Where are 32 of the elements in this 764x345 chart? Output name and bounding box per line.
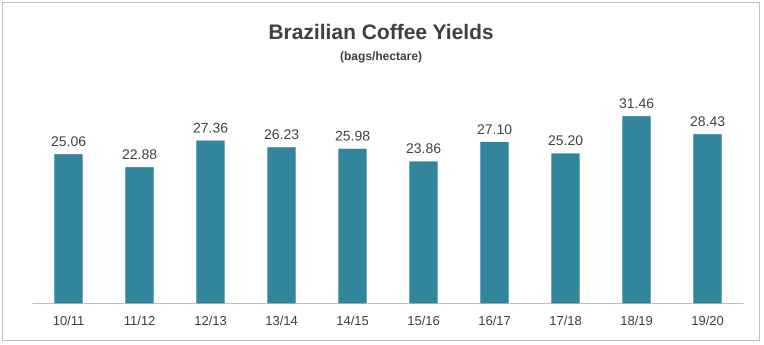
x-tick-label: 15/16 [407, 312, 440, 328]
x-tick-label: 10/11 [52, 312, 84, 328]
x-tick-label: 11/12 [124, 312, 156, 328]
data-label: 25.98 [334, 128, 370, 144]
data-label: 28.43 [690, 112, 726, 129]
x-tick-label: 13/14 [265, 312, 298, 328]
data-label: 27.36 [192, 119, 228, 136]
bar [622, 116, 651, 304]
data-label: 27.10 [476, 120, 512, 137]
bar [267, 147, 296, 304]
x-tick-label: 18/19 [620, 312, 653, 328]
data-label: 25.20 [548, 132, 584, 148]
x-tick-label: 12/13 [194, 312, 227, 328]
data-label: 23.86 [406, 140, 442, 156]
x-tick-label: 14/15 [336, 312, 369, 328]
x-tick-label: 17/18 [549, 312, 582, 328]
data-label: 25.06 [50, 133, 86, 150]
chart-title: Brazilian Coffee Yields [267, 21, 495, 45]
data-label: 31.46 [618, 94, 654, 111]
bar [409, 161, 438, 304]
x-tick-label: 16/17 [478, 312, 511, 328]
bar [551, 153, 580, 304]
bar [125, 167, 154, 304]
bar [54, 154, 83, 304]
chart-subtitle: (bags/hectare) [338, 49, 424, 63]
data-label: 26.23 [264, 126, 300, 142]
bar [338, 148, 367, 304]
bar [480, 142, 509, 304]
bar [196, 140, 225, 304]
bar [693, 134, 722, 304]
x-tick-label: 19/20 [691, 312, 724, 328]
data-label: 22.88 [122, 146, 158, 162]
